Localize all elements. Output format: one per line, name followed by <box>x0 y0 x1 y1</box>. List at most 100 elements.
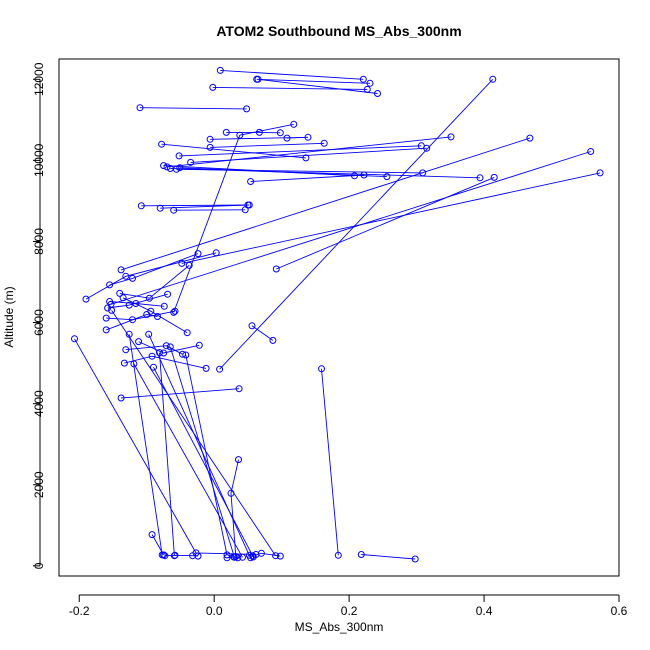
data-point <box>154 313 161 320</box>
y-tick-label: 10000 <box>32 143 46 177</box>
data-point <box>122 272 130 280</box>
series-line <box>181 172 601 264</box>
y-axis-label: Altitude (m) <box>2 286 16 347</box>
data-point <box>125 330 133 338</box>
series-line <box>119 265 190 299</box>
data-point <box>183 329 191 337</box>
data-point <box>241 206 249 214</box>
data-point <box>166 343 174 351</box>
series-line <box>128 334 163 555</box>
data-point <box>216 66 224 74</box>
data-point <box>71 335 78 343</box>
data-point <box>374 90 381 97</box>
data-point <box>318 365 325 373</box>
data-point <box>239 553 246 561</box>
series-line <box>164 554 199 557</box>
data-point <box>254 75 262 83</box>
data-point <box>117 394 125 402</box>
data-point <box>283 134 291 142</box>
data-point <box>148 531 156 539</box>
data-point <box>132 300 140 307</box>
data-point <box>160 162 168 170</box>
data-point <box>230 553 238 561</box>
data-point <box>158 551 166 559</box>
data-point <box>202 364 210 372</box>
data-point <box>164 290 172 298</box>
series-line <box>139 107 247 110</box>
data-point <box>587 148 595 155</box>
data-point <box>150 363 157 371</box>
data-point <box>163 163 171 171</box>
x-axis-label: MS_Abs_300nm <box>295 620 384 634</box>
series-line <box>210 136 309 140</box>
data-point <box>143 311 151 318</box>
series-line <box>121 388 240 399</box>
x-tick-label: 0.0 <box>206 604 223 618</box>
data-point <box>158 140 166 148</box>
data-point <box>447 133 455 141</box>
data-point <box>189 552 197 560</box>
data-point <box>249 553 257 561</box>
data-point <box>245 551 253 559</box>
data-point <box>216 365 224 373</box>
data-point <box>176 164 184 172</box>
y-tick-label: 12000 <box>32 62 46 96</box>
x-tick-label: 0.2 <box>341 604 358 618</box>
series-line <box>153 366 254 558</box>
data-point <box>243 105 251 113</box>
data-point <box>125 301 133 309</box>
data-point <box>119 294 127 302</box>
data-point <box>108 306 116 314</box>
y-tick-label: 4000 <box>32 390 46 417</box>
series-line <box>109 253 199 286</box>
data-point <box>116 289 124 297</box>
data-point <box>320 139 328 147</box>
data-point <box>106 298 114 305</box>
data-point <box>135 338 143 346</box>
x-tick-label: -0.2 <box>69 604 90 618</box>
data-point <box>257 549 265 557</box>
data-point <box>194 250 202 258</box>
data-point <box>194 552 202 560</box>
y-tick-label: 6000 <box>32 309 46 336</box>
data-point <box>248 322 256 330</box>
series-line <box>173 123 294 313</box>
data-point <box>102 314 110 322</box>
data-point <box>156 349 163 357</box>
data-point <box>235 385 243 393</box>
data-point <box>419 169 427 177</box>
series-line <box>230 459 239 557</box>
data-point <box>137 202 145 210</box>
data-point <box>476 174 484 182</box>
series-line <box>122 297 188 334</box>
data-point <box>276 129 284 137</box>
series-line <box>106 314 158 331</box>
data-point <box>171 307 179 315</box>
data-point <box>136 104 144 112</box>
data-point <box>304 133 312 141</box>
series-line <box>251 325 274 341</box>
data-point <box>117 266 125 274</box>
series-line <box>125 345 183 355</box>
series-line <box>120 137 531 271</box>
data-point <box>236 131 244 139</box>
data-point <box>235 456 242 464</box>
data-point <box>195 341 203 349</box>
data-point <box>234 554 242 562</box>
series-line <box>210 142 325 148</box>
data-point <box>272 552 280 560</box>
axes: -0.2 0.0 0.2 0.4 0.6 0 2000 4000 6000 8000 10000 12… <box>32 62 628 618</box>
data-point <box>596 169 604 177</box>
data-point <box>187 158 195 166</box>
data-point <box>276 552 284 560</box>
data-point <box>160 302 168 310</box>
data-point <box>106 281 114 289</box>
series-line <box>250 174 365 182</box>
data-point <box>129 316 136 324</box>
series-line <box>257 78 378 94</box>
series-line <box>148 334 250 556</box>
data-point <box>411 555 419 563</box>
data-point <box>490 173 498 181</box>
data-point <box>182 351 190 359</box>
data-point <box>366 79 374 87</box>
